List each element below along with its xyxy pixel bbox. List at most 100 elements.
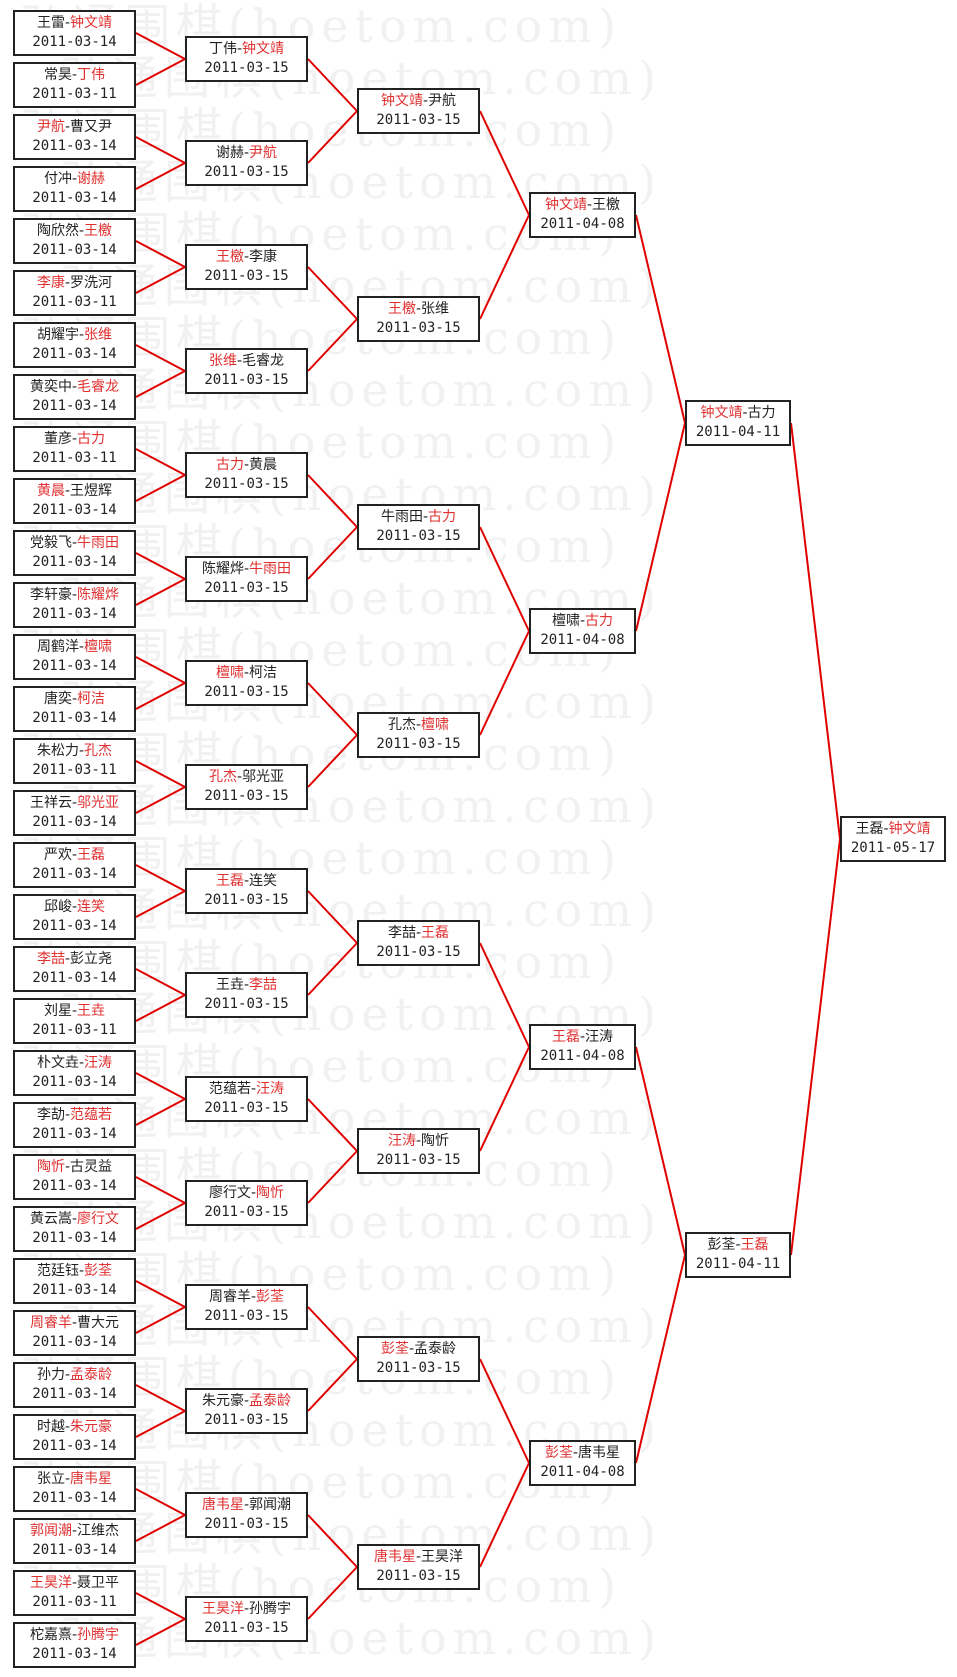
player-b: 汪涛 <box>84 1055 113 1071</box>
match-date: 2011-03-15 <box>204 1100 289 1116</box>
separator: - <box>71 1003 78 1019</box>
player-a: 李轩豪 <box>29 587 72 603</box>
match-box: 朱元豪-孟泰龄 2011-03-15 <box>185 1388 308 1434</box>
player-a: 朱松力 <box>36 743 79 759</box>
separator: - <box>64 15 71 31</box>
bracket-connector <box>135 1592 186 1620</box>
bracket-connector <box>135 864 186 892</box>
match-players: 王檄-张维 <box>388 300 449 319</box>
separator: - <box>71 847 78 863</box>
match-box: 周睿羊-彭荃 2011-03-15 <box>185 1284 308 1330</box>
match-date: 2011-04-08 <box>540 216 625 232</box>
match-players: 孔杰-檀啸 <box>388 716 449 735</box>
separator: - <box>243 249 250 265</box>
player-a: 王昊洋 <box>29 1575 72 1591</box>
bracket-connector <box>790 838 841 1256</box>
match-box: 黄云嵩-廖行文 2011-03-14 <box>13 1206 136 1252</box>
bracket-connector <box>135 1488 186 1516</box>
match-players: 陈耀烨-牛雨田 <box>202 560 291 579</box>
match-box: 彭荃-王磊 2011-04-11 <box>685 1232 791 1278</box>
player-a: 邱峻 <box>43 899 72 915</box>
separator: - <box>422 93 429 109</box>
match-date: 2011-03-11 <box>32 86 117 102</box>
bracket-connector <box>135 656 186 684</box>
separator: - <box>71 379 78 395</box>
match-box: 檀啸-古力 2011-04-08 <box>529 608 636 654</box>
match-players: 古力-黄晨 <box>216 456 277 475</box>
bracket-connector <box>635 214 686 424</box>
separator: - <box>243 145 250 161</box>
match-date: 2011-03-14 <box>32 606 117 622</box>
player-b: 曹又尹 <box>70 119 113 135</box>
match-players: 孙力-孟泰龄 <box>37 1366 112 1385</box>
separator: - <box>64 1419 71 1435</box>
player-a: 范廷钰 <box>36 1263 79 1279</box>
match-box: 丁伟-钟文靖 2011-03-15 <box>185 36 308 82</box>
bracket-connector <box>135 1384 186 1412</box>
match-date: 2011-04-11 <box>695 1256 781 1272</box>
player-a: 付冲 <box>43 171 72 187</box>
match-box: 柁嘉熹-孙腾宇 2011-03-14 <box>13 1622 136 1668</box>
match-date: 2011-03-15 <box>204 684 289 700</box>
player-a: 董彦 <box>43 431 72 447</box>
player-b: 牛雨田 <box>77 535 120 551</box>
separator: - <box>71 67 78 83</box>
player-b: 邬光亚 <box>242 769 285 785</box>
match-box: 孔杰-邬光亚 2011-03-15 <box>185 764 308 810</box>
bracket-connector <box>479 1462 530 1568</box>
match-date: 2011-03-15 <box>204 164 289 180</box>
bracket-connector <box>135 552 186 580</box>
match-players: 彭荃-唐韦星 <box>545 1444 620 1463</box>
player-b: 谢赫 <box>77 171 106 187</box>
match-players: 黄云嵩-廖行文 <box>30 1210 119 1229</box>
player-b: 曹大元 <box>77 1315 120 1331</box>
match-players: 牛雨田-古力 <box>381 508 456 527</box>
separator: - <box>71 1575 78 1591</box>
bracket-connector <box>307 58 358 112</box>
match-players: 常昊-丁伟 <box>44 66 105 85</box>
player-a: 范蕴若 <box>208 1081 251 1097</box>
match-players: 邱峻-连笑 <box>44 898 105 917</box>
bracket-connector <box>307 526 358 580</box>
match-box: 李喆-彭立尧 2011-03-14 <box>13 946 136 992</box>
separator: - <box>64 1107 71 1123</box>
match-box: 周鹤洋-檀啸 2011-03-14 <box>13 634 136 680</box>
match-players: 范廷钰-彭荃 <box>37 1262 112 1281</box>
player-a: 王祥云 <box>29 795 72 811</box>
match-players: 王雷-钟文靖 <box>37 14 112 33</box>
match-box: 周睿羊-曹大元 2011-03-14 <box>13 1310 136 1356</box>
match-box: 王檄-张维 2011-03-15 <box>357 296 480 342</box>
player-b: 李喆 <box>249 977 278 993</box>
match-players: 唐韦星-郭闻潮 <box>202 1496 291 1515</box>
separator: - <box>422 509 429 525</box>
separator: - <box>236 353 243 369</box>
player-a: 唐韦星 <box>373 1549 416 1565</box>
match-box: 汪涛-陶忻 2011-03-15 <box>357 1128 480 1174</box>
match-players: 刘星-王垚 <box>44 1002 105 1021</box>
separator: - <box>883 821 889 837</box>
bracket-connector <box>307 1306 358 1360</box>
separator: - <box>64 1367 71 1383</box>
match-box: 唐韦星-王昊洋 2011-03-15 <box>357 1544 480 1590</box>
bracket-connector <box>307 318 358 372</box>
bracket-connector <box>479 1358 530 1464</box>
bracket-connector <box>790 422 841 840</box>
bracket-connector <box>479 1046 530 1152</box>
match-date: 2011-03-15 <box>204 580 289 596</box>
player-b: 廖行文 <box>77 1211 120 1227</box>
match-players: 王祥云-邬光亚 <box>30 794 119 813</box>
match-date: 2011-03-11 <box>32 450 117 466</box>
match-date: 2011-03-15 <box>204 60 289 76</box>
match-date: 2011-03-15 <box>376 944 461 960</box>
separator: - <box>64 275 71 291</box>
match-box: 王垚-李喆 2011-03-15 <box>185 972 308 1018</box>
match-players: 陶欣然-王檄 <box>37 222 112 241</box>
match-date: 2011-03-15 <box>204 1620 289 1636</box>
player-a: 朴文垚 <box>36 1055 79 1071</box>
bracket-connector <box>479 110 530 216</box>
match-players: 郭闻潮-江维杰 <box>30 1522 119 1541</box>
separator: - <box>78 327 85 343</box>
match-players: 陶忻-古灵益 <box>37 1158 112 1177</box>
match-box: 陶忻-古灵益 2011-03-14 <box>13 1154 136 1200</box>
bracket-connector <box>135 1098 186 1126</box>
